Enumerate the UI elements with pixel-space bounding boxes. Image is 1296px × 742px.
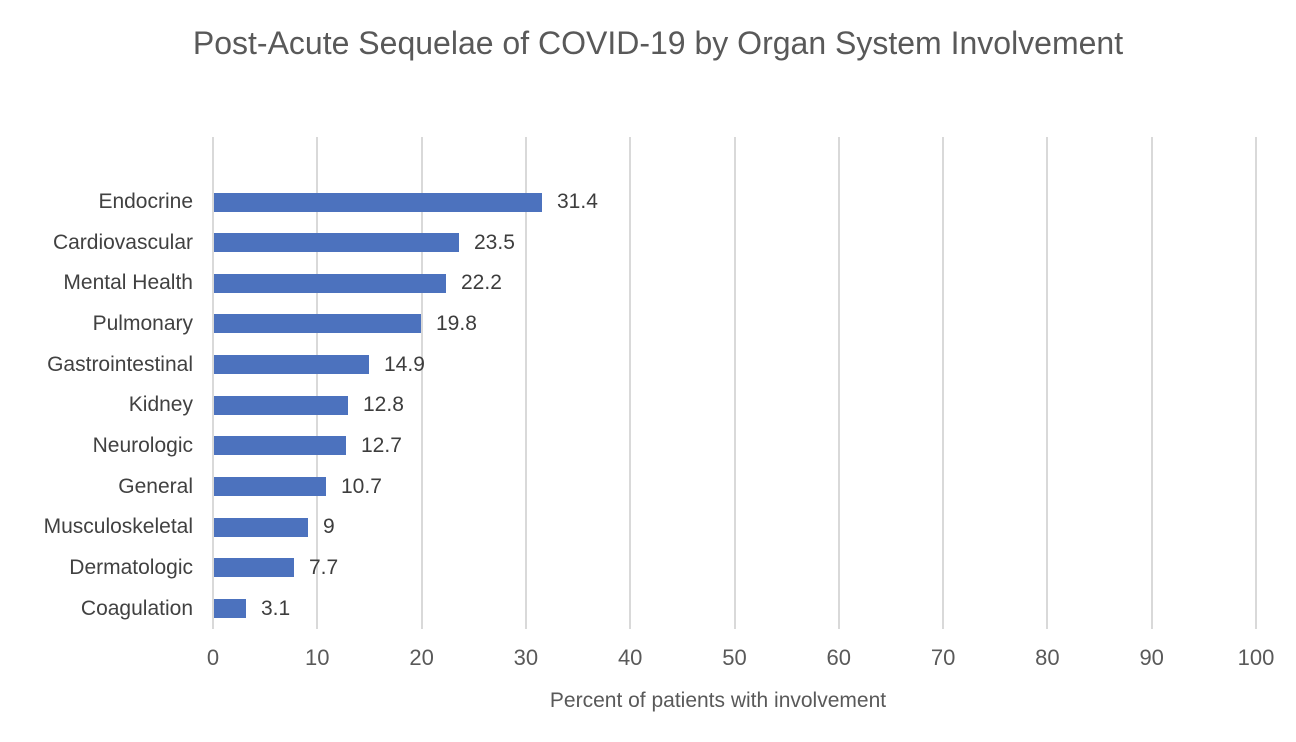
category-label: Gastrointestinal [47, 352, 193, 376]
bar [214, 314, 421, 334]
gridline [316, 137, 319, 629]
bar [214, 273, 446, 293]
category-label: Cardiovascular [52, 230, 193, 254]
x-tick-label: 80 [1035, 645, 1060, 670]
bar-value-label: 19.8 [436, 311, 477, 335]
gridline [212, 137, 214, 629]
category-label: Neurologic [92, 433, 193, 457]
category-label: Pulmonary [92, 311, 193, 335]
bar [214, 436, 346, 456]
x-tick-label: 40 [617, 645, 643, 670]
gridline [837, 137, 840, 629]
x-tick-label: 60 [826, 645, 852, 670]
bar-value-label: 22.2 [461, 271, 502, 295]
x-tick-label: 0 [206, 645, 220, 670]
bar-value-label: 12.7 [361, 433, 402, 457]
x-tick-label: 100 [1237, 645, 1275, 670]
category-label: Mental Health [63, 271, 193, 295]
bar [214, 517, 308, 537]
category-label: Dermatologic [69, 555, 193, 579]
gridline [1255, 137, 1257, 629]
bar-value-label: 23.5 [474, 230, 515, 254]
bar [214, 233, 459, 253]
bar-value-label: 3.1 [261, 596, 291, 620]
bar-value-label: 10.7 [341, 474, 382, 498]
bar-value-label: 9 [323, 515, 335, 539]
gridline [420, 137, 423, 629]
category-label: Coagulation [80, 596, 193, 620]
x-axis-title: Percent of patients with involvement [549, 689, 887, 712]
x-tick-label: 20 [409, 645, 434, 670]
bar [214, 192, 542, 212]
x-tick-label: 10 [305, 645, 330, 670]
gridline [629, 137, 632, 629]
gridline [524, 137, 527, 629]
bar [214, 395, 348, 415]
category-label: Kidney [128, 393, 193, 417]
bar [214, 477, 326, 497]
category-label: Musculoskeletal [43, 515, 193, 539]
bar [214, 558, 294, 578]
chart-title: Post-Acute Sequelae of COVID-19 by Organ… [192, 25, 1124, 61]
bar-value-label: 12.8 [363, 393, 404, 417]
bar-value-label: 7.7 [309, 555, 339, 579]
gridline [1046, 137, 1049, 629]
x-tick-label: 50 [722, 645, 747, 670]
bar-value-label: 14.9 [384, 352, 425, 376]
bar [214, 599, 246, 618]
gridline [733, 137, 736, 629]
gridline [1150, 137, 1153, 629]
bar-value-label: 31.4 [557, 190, 598, 213]
category-label: Endocrine [98, 190, 193, 213]
x-tick-label: 70 [930, 645, 956, 670]
category-label: General [118, 474, 193, 498]
bar [214, 355, 369, 375]
gridline [942, 137, 945, 629]
x-tick-label: 30 [513, 645, 539, 670]
x-tick-label: 90 [1139, 645, 1164, 670]
